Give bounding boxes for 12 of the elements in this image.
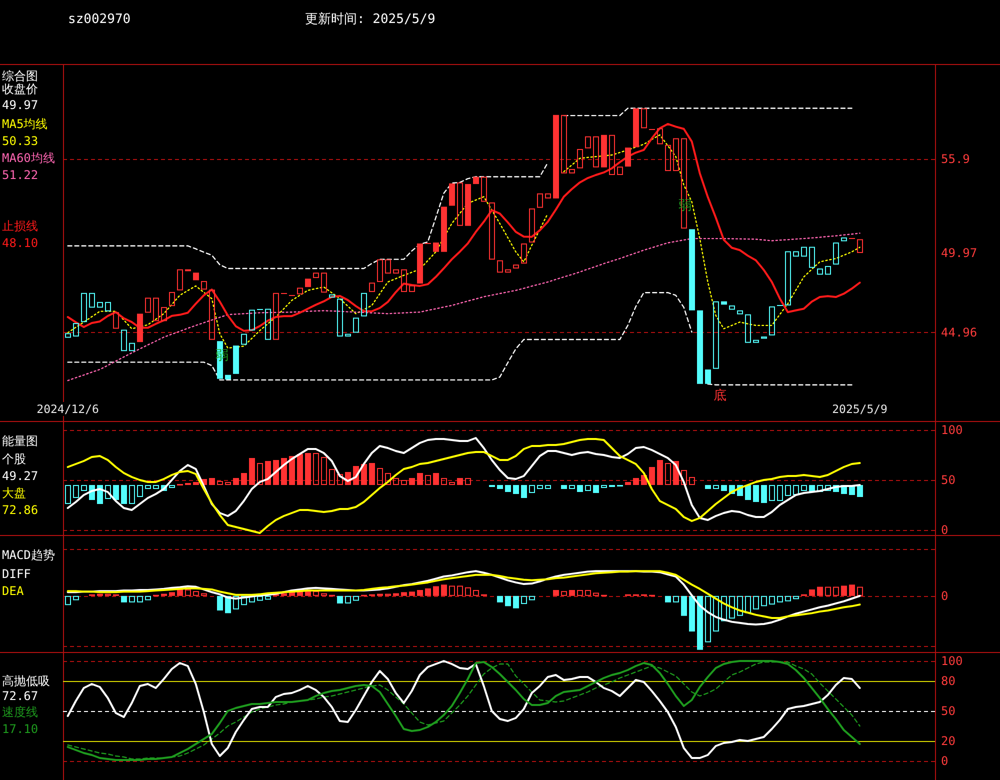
note: 收盘价 — [2, 82, 38, 96]
note: 50.33 — [2, 134, 38, 148]
note: 72.67 — [2, 689, 38, 703]
note: 49.27 — [2, 469, 38, 483]
note: 48.10 — [2, 236, 38, 250]
note: 72.86 — [2, 503, 38, 517]
note: 底 — [714, 388, 726, 404]
note: 更新时间: 2025/5/9 — [305, 12, 436, 27]
note: 17.10 — [2, 722, 38, 736]
note: 51.22 — [2, 168, 38, 182]
note: sz002970 — [68, 12, 131, 27]
note: 49.97 — [2, 98, 38, 112]
